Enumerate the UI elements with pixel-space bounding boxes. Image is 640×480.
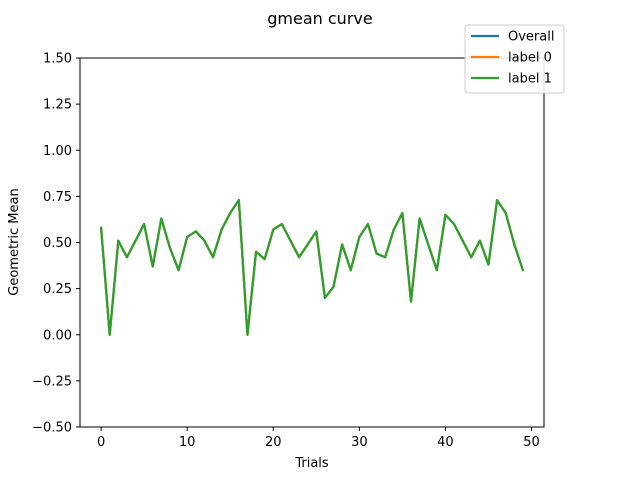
x-axis-ticks: 0 10 20 30 40 50 bbox=[97, 427, 540, 450]
x-axis-label: Trials bbox=[294, 456, 329, 471]
x-tick-label: 50 bbox=[523, 435, 540, 450]
y-axis-label: Geometric Mean bbox=[7, 188, 22, 295]
series-layer bbox=[99, 198, 525, 336]
y-tick-label: 0.25 bbox=[43, 282, 72, 297]
y-axis-ticks: −0.50 −0.25 0.00 0.25 0.50 0.75 1.00 1.25 1.50 bbox=[32, 52, 80, 436]
x-tick-label: 10 bbox=[179, 435, 196, 450]
x-tick-label: 0 bbox=[97, 435, 105, 450]
y-tick-label: 1.50 bbox=[43, 52, 72, 67]
chart-title: gmean curve bbox=[267, 9, 372, 28]
legend: Overall label 0 label 1 bbox=[464, 24, 565, 94]
series-line-2 bbox=[99, 198, 525, 336]
legend-label: label 1 bbox=[508, 72, 552, 87]
legend-label: Overall bbox=[508, 30, 554, 45]
x-tick-label: 30 bbox=[351, 435, 368, 450]
y-tick-label: 1.25 bbox=[43, 98, 72, 113]
x-tick-label: 40 bbox=[437, 435, 454, 450]
legend-box bbox=[464, 24, 565, 94]
y-tick-label: 0.50 bbox=[43, 236, 72, 251]
y-tick-label: 0.00 bbox=[43, 328, 72, 343]
y-tick-label: 0.75 bbox=[43, 190, 72, 205]
y-tick-label: −0.50 bbox=[32, 421, 72, 436]
legend-label: label 0 bbox=[508, 51, 552, 66]
y-tick-label: 1.00 bbox=[43, 144, 72, 159]
x-tick-label: 20 bbox=[265, 435, 282, 450]
y-tick-label: −0.25 bbox=[32, 374, 72, 389]
